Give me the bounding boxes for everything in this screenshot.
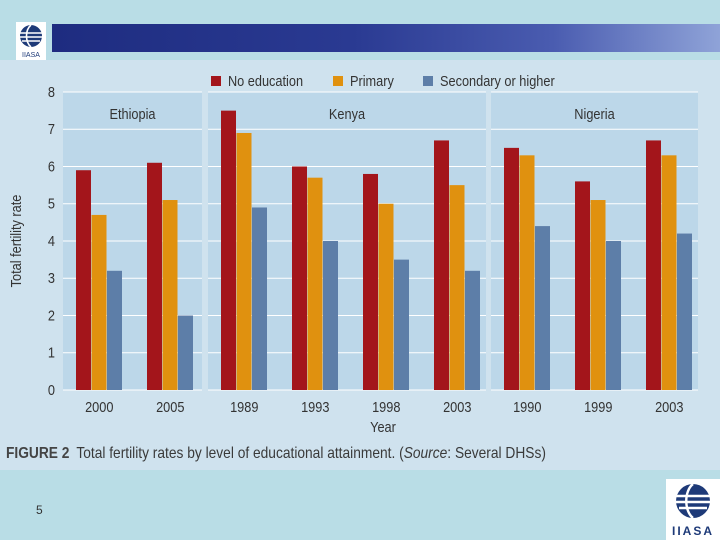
header-bar — [52, 24, 720, 52]
bar — [162, 200, 178, 390]
panel-title: Ethiopia — [109, 105, 155, 122]
y-tick-label: 6 — [48, 157, 55, 174]
logo-text: IIASA — [672, 524, 714, 538]
iiasa-logo-small: IIASA — [16, 22, 46, 60]
iiasa-globe-icon: IIASA — [20, 24, 42, 59]
bar — [394, 259, 409, 390]
panel-title: Kenya — [329, 105, 365, 122]
bar — [646, 140, 661, 390]
bar — [91, 214, 107, 390]
caption-main: Total fertility rates by level of educat… — [76, 445, 404, 462]
figure-caption: FIGURE 2 Total fertility rates by level o… — [6, 445, 546, 463]
legend-swatch — [211, 76, 221, 86]
x-tick-label: 2003 — [443, 398, 472, 415]
bar — [221, 110, 236, 390]
caption-source-rest: : Several DHSs) — [447, 445, 546, 462]
x-tick-label: 1990 — [513, 398, 542, 415]
page-number: 5 — [36, 503, 43, 517]
bar — [363, 173, 378, 390]
x-axis-title: Year — [370, 418, 396, 435]
y-tick-label: 5 — [48, 195, 55, 212]
x-tick-label: 2000 — [85, 398, 114, 415]
y-tick-label: 0 — [48, 381, 55, 398]
x-tick-label: 1989 — [230, 398, 259, 415]
bar — [677, 233, 692, 390]
bar — [519, 155, 535, 390]
bar — [465, 270, 480, 390]
y-tick-label: 7 — [48, 120, 55, 137]
bar — [606, 241, 621, 390]
legend-label: No education — [228, 72, 303, 89]
legend-label: Primary — [350, 72, 394, 89]
bar — [107, 270, 122, 390]
bar — [252, 207, 267, 390]
bar — [535, 226, 550, 390]
y-axis-title: Total fertility rate — [7, 194, 24, 287]
x-tick-label: 1998 — [372, 398, 401, 415]
figure-label: FIGURE 2 — [6, 445, 70, 462]
bar — [323, 241, 338, 390]
y-tick-label: 3 — [48, 269, 55, 286]
legend-swatch — [333, 76, 343, 86]
iiasa-globe-icon: IIASA — [672, 483, 714, 538]
caption-source-label: Source — [403, 445, 448, 462]
fertility-chart: No education Primary Secondary or higher Et… — [7, 72, 698, 435]
bar — [449, 185, 465, 390]
x-tick-label: 2003 — [655, 398, 684, 415]
svg-text:IIASA: IIASA — [22, 52, 40, 59]
iiasa-logo: IIASA — [666, 479, 720, 540]
bar — [236, 132, 252, 390]
bar — [434, 140, 449, 390]
legend-label: Secondary or higher — [440, 72, 555, 89]
bar — [307, 177, 323, 390]
bar — [378, 203, 394, 390]
bar — [292, 166, 307, 390]
y-tick-label: 4 — [48, 232, 55, 249]
y-tick-label: 1 — [48, 344, 55, 361]
x-tick-label: 1999 — [584, 398, 613, 415]
y-tick-label: 2 — [48, 306, 55, 323]
bar — [76, 170, 91, 390]
bar — [504, 147, 519, 390]
x-tick-label: 1993 — [301, 398, 330, 415]
bar — [147, 162, 162, 390]
bar — [590, 200, 606, 390]
bar — [178, 315, 193, 390]
bar — [575, 181, 590, 390]
bar — [661, 155, 677, 390]
legend-swatch — [423, 76, 433, 86]
x-tick-label: 2005 — [156, 398, 185, 415]
y-tick-label: 8 — [48, 83, 55, 100]
panel-title: Nigeria — [574, 105, 615, 122]
